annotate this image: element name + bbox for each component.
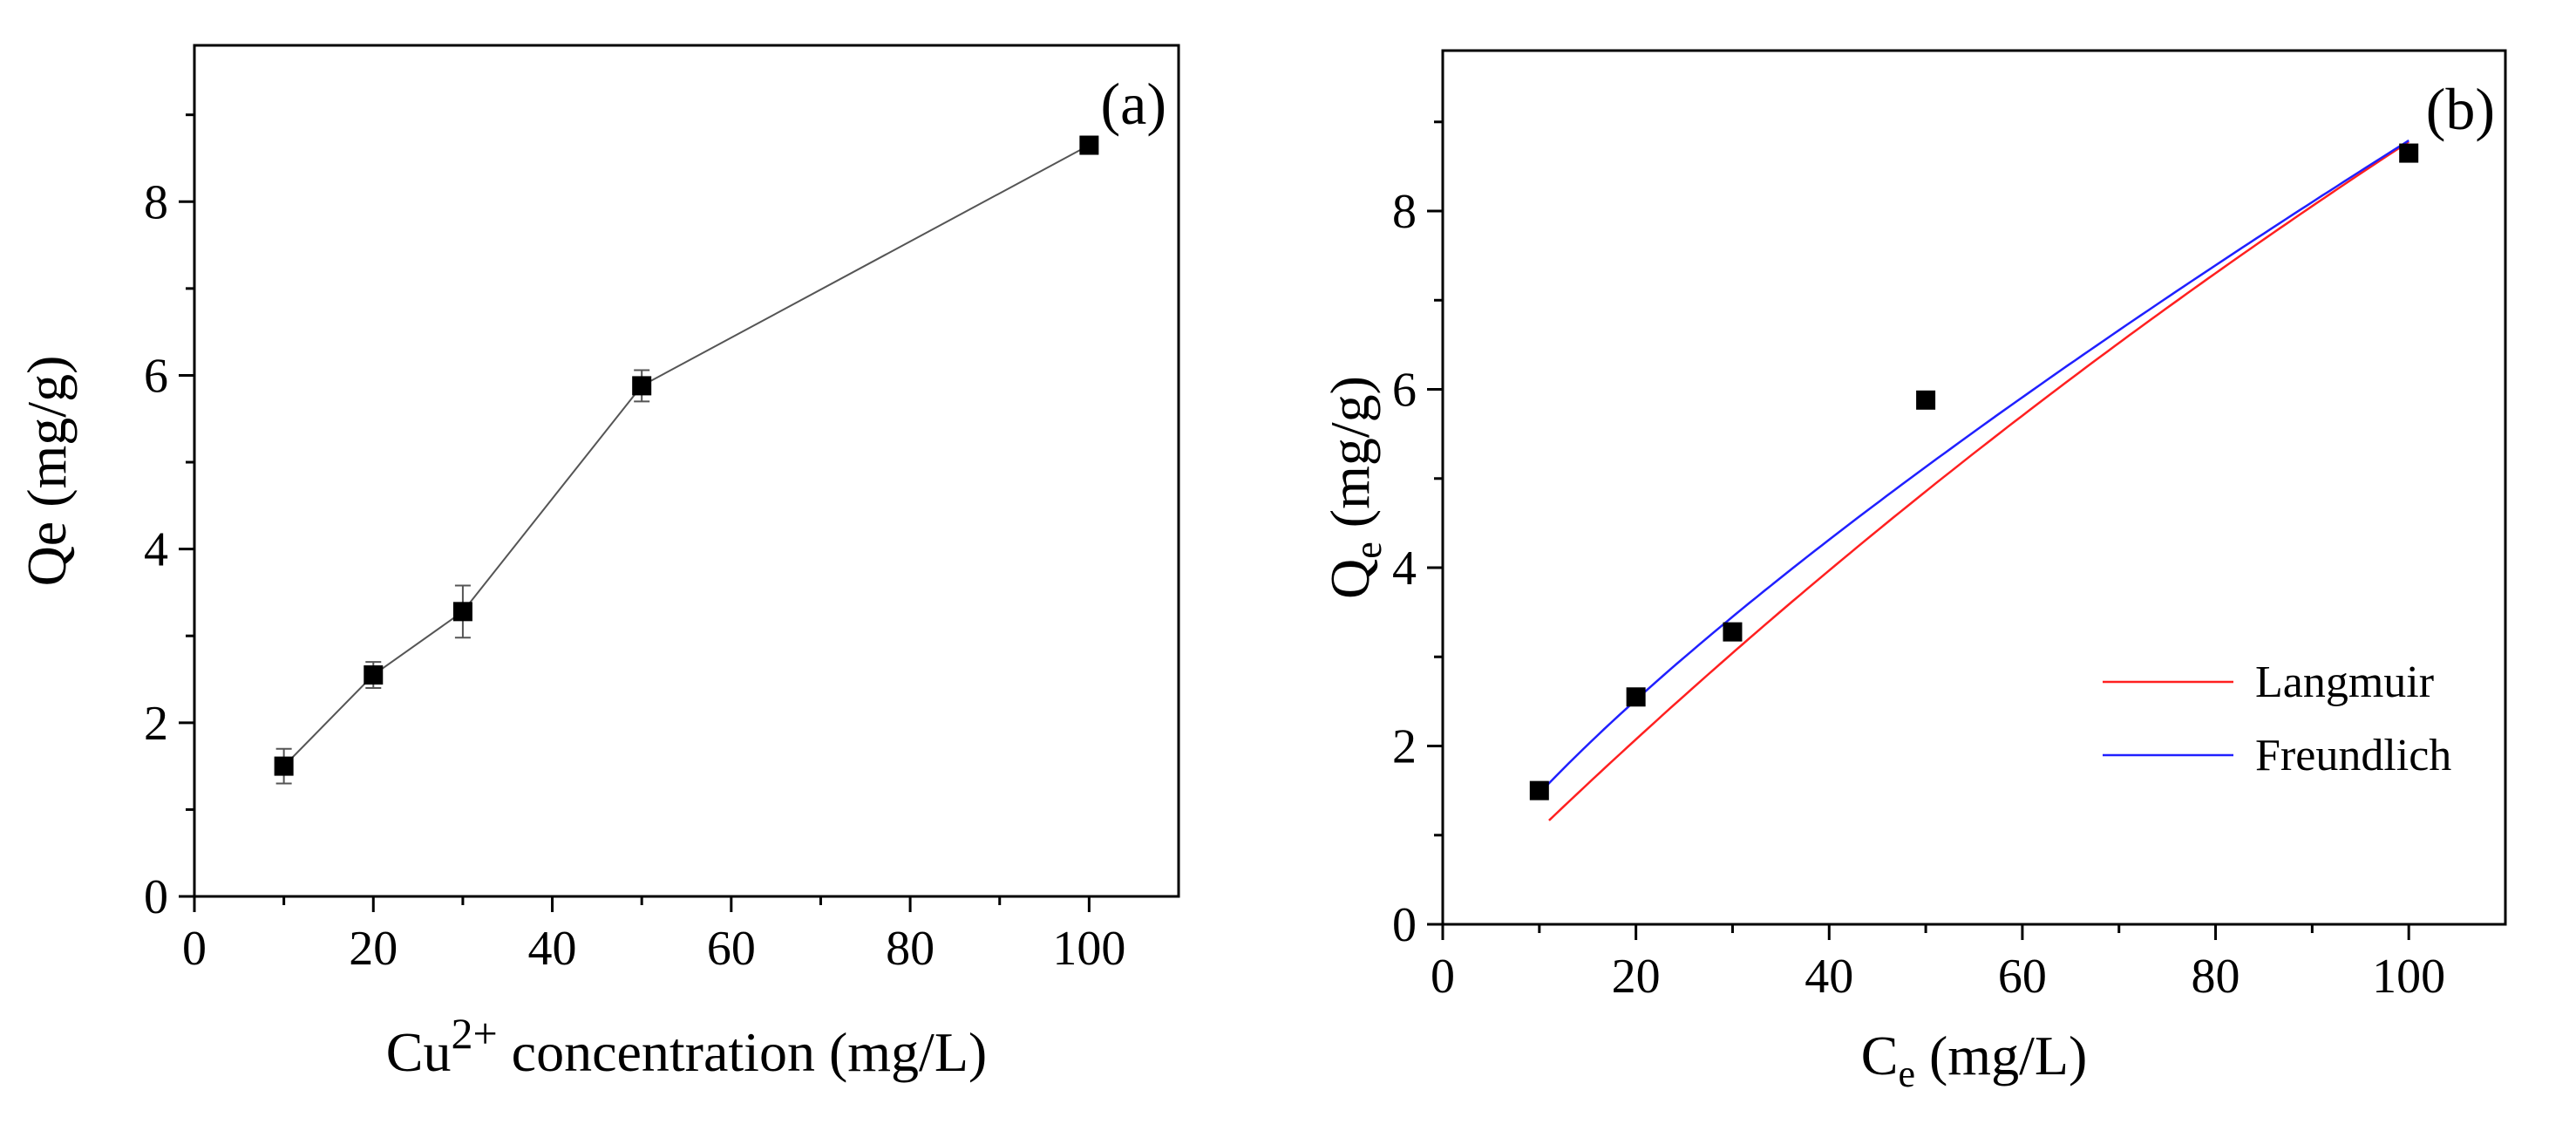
y-tick-label: 0: [1392, 898, 1417, 952]
data-point: [1529, 780, 1549, 800]
x-tick-label: 60: [1998, 950, 2047, 1004]
x-tick-label: 20: [1612, 950, 1661, 1004]
y-axis-title: Qe (mg/g): [16, 356, 78, 587]
legend-label: Langmuir: [2255, 657, 2434, 707]
x-axis-title: Ce (mg/L): [1861, 1025, 2088, 1095]
x-tick-label: 100: [2372, 950, 2445, 1004]
y-axis-title: Qe (mg/g): [1319, 376, 1390, 599]
data-point: [274, 756, 294, 776]
x-tick-label: 80: [2192, 950, 2240, 1004]
data-point: [1723, 622, 1743, 642]
y-tick-label: 0: [144, 870, 168, 924]
series-line: [282, 144, 1090, 767]
y-tick-label: 4: [144, 523, 168, 577]
x-axis-title: Cu2+ concentration (mg/L): [386, 1009, 987, 1083]
x-tick-label: 40: [1805, 950, 1853, 1004]
x-tick-label: 80: [886, 922, 935, 976]
fit-line-langmuir: [1548, 140, 2409, 821]
data-point: [364, 665, 384, 685]
y-tick-label: 8: [1392, 185, 1417, 239]
x-tick-label: 0: [182, 922, 207, 976]
y-tick-label: 2: [1392, 720, 1417, 774]
y-tick-label: 8: [144, 175, 168, 229]
chart-panel-a: 0 20 40 60 80 100 0 2 4 6 8 (a) Cu2+ concentration (…: [16, 44, 1180, 1083]
y-tick-label: 4: [1392, 542, 1417, 596]
data-point: [452, 602, 472, 622]
x-tick-label: 20: [349, 922, 398, 976]
data-point: [1626, 687, 1646, 707]
plot-frame: [193, 44, 1180, 898]
legend: Langmuir Freundlich: [2103, 657, 2451, 780]
legend-label: Freundlich: [2255, 731, 2451, 780]
x-tick-label: 100: [1052, 922, 1125, 976]
data-point: [1916, 390, 1936, 410]
chart-panel-b: 0 20 40 60 80 100 0 2 4 6 8 (b) Ce (mg/L) Qe (mg/g) La…: [1319, 49, 2507, 1095]
x-tick-label: 60: [707, 922, 756, 976]
panel-label: (b): [2426, 76, 2495, 142]
y-tick-label: 2: [144, 697, 168, 751]
x-tick-label: 0: [1431, 950, 1455, 1004]
data-point: [2399, 143, 2419, 163]
x-tick-label: 40: [528, 922, 577, 976]
y-tick-label: 6: [144, 349, 168, 403]
panel-label: (a): [1101, 71, 1166, 137]
data-point: [1079, 135, 1099, 155]
fit-line-freundlich: [1538, 140, 2409, 794]
plot-frame: [1441, 49, 2507, 926]
y-tick-label: 6: [1392, 364, 1417, 418]
data-point: [632, 376, 652, 396]
